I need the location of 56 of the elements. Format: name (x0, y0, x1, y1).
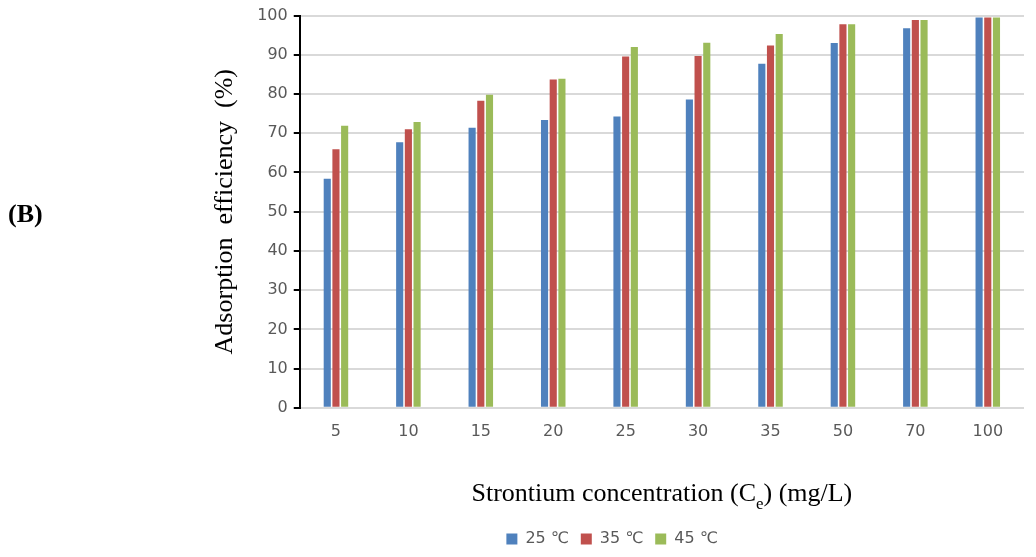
bar (540, 119, 549, 407)
legend-label: 25 ℃ (525, 528, 569, 548)
x-tick-label: 30 (687, 420, 709, 440)
bar (396, 142, 404, 407)
x-tick-label: 15 (470, 420, 491, 440)
bar (775, 34, 783, 407)
legend-label: 45 ℃ (674, 528, 718, 548)
y-tick-label: 0 (277, 396, 288, 416)
bar (911, 19, 919, 407)
y-tick-label: 10 (267, 357, 288, 377)
y-axis-title: Adsorption efficiency (%) (209, 68, 239, 355)
bar (975, 17, 983, 407)
bar (758, 63, 766, 407)
bar (558, 78, 566, 407)
bar (477, 100, 485, 407)
bar (992, 17, 1001, 407)
bar (630, 46, 638, 407)
bar (323, 178, 331, 407)
bar (468, 127, 476, 407)
bar (485, 94, 494, 407)
bar (920, 19, 928, 407)
bar (549, 79, 557, 407)
x-tick-label: 10 (398, 420, 419, 440)
bar (839, 24, 847, 407)
bar (413, 121, 421, 407)
bar (694, 56, 702, 407)
y-tick-label: 20 (267, 318, 288, 338)
bar (404, 129, 412, 407)
bar (341, 125, 349, 407)
x-tick-label: 25 (615, 420, 636, 440)
legend-label: 35 ℃ (599, 528, 644, 548)
y-tick-label: 50 (267, 200, 288, 220)
bar (766, 45, 775, 407)
bar (613, 116, 621, 407)
y-tick-label: 60 (267, 161, 288, 181)
y-tick-label: 80 (267, 83, 288, 103)
bar (685, 99, 693, 407)
bar (703, 42, 711, 407)
y-tick-label: 90 (267, 43, 288, 63)
x-tick-label: 50 (832, 420, 854, 440)
bar (903, 28, 911, 407)
y-tick-label: 100 (257, 4, 288, 24)
y-tick-label: 70 (267, 122, 288, 142)
bar (848, 24, 856, 407)
bar (332, 149, 340, 407)
bar (622, 56, 630, 407)
bar (984, 17, 992, 407)
y-tick-label: 30 (267, 279, 288, 299)
y-tick-label: 40 (267, 240, 288, 260)
x-tick-label: 35 (760, 420, 781, 440)
text: (B) (8, 198, 43, 228)
x-tick-label: 70 (905, 420, 926, 440)
x-tick-label: 100 (972, 420, 1004, 440)
x-tick-label: 5 (330, 420, 342, 440)
x-tick-label: 20 (543, 420, 564, 440)
bar (830, 43, 838, 407)
